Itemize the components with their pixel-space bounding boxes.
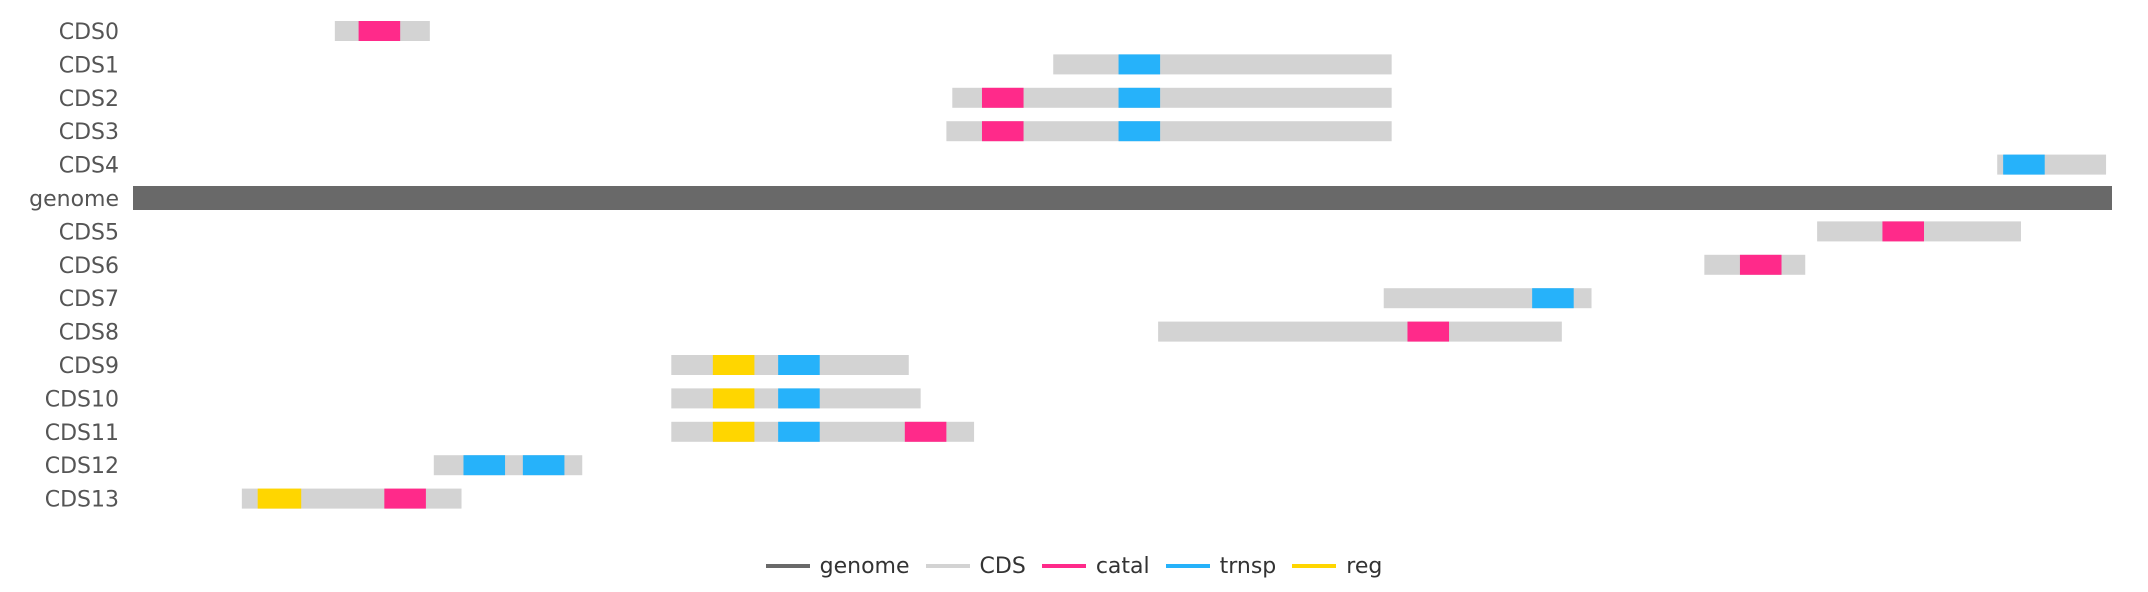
catal-domain: [904, 421, 947, 442]
cds-bar: [952, 87, 1392, 108]
row-label: CDS3: [59, 120, 119, 145]
legend-label: CDS: [979, 553, 1026, 579]
row-label: CDS7: [59, 287, 119, 312]
row-label: CDS10: [45, 387, 119, 412]
legend-item-reg: reg: [1292, 554, 1382, 579]
legend-swatch: [1292, 564, 1337, 568]
track-plot: CDS0 CDS1 CDS2 CDS3 CDS4 genome CDS5 CDS6 CDS7 CD…: [29, 20, 2112, 513]
trnsp-domain: [463, 455, 506, 476]
legend-item-catal: catal: [1041, 553, 1150, 579]
catal-domain: [384, 488, 426, 509]
legend-label: catal: [1095, 553, 1150, 579]
row-label: genome: [29, 187, 119, 212]
reg-domain: [712, 421, 755, 442]
row-label: CDS5: [59, 220, 119, 245]
trnsp-domain: [1118, 121, 1161, 142]
row-label: CDS0: [59, 20, 119, 45]
legend-item-trnsp: trnsp: [1165, 553, 1277, 579]
trnsp-domain: [1532, 288, 1574, 309]
legend-label: genome: [819, 553, 910, 579]
row-label: CDS6: [59, 254, 119, 279]
row-label: CDS1: [59, 53, 119, 78]
catal-domain: [981, 87, 1024, 108]
cds-bar: [1053, 54, 1392, 75]
row-label: CDS11: [45, 421, 119, 446]
trnsp-domain: [522, 455, 565, 476]
legend-label: reg: [1346, 553, 1383, 579]
catal-domain: [1882, 221, 1924, 242]
row-label: CDS8: [59, 321, 119, 346]
catal-domain: [981, 121, 1024, 142]
row-label: CDS13: [45, 488, 119, 513]
legend-label: trnsp: [1219, 553, 1277, 579]
row-label: CDS4: [59, 154, 119, 179]
catal-domain: [1739, 254, 1782, 275]
trnsp-domain: [778, 421, 820, 442]
legend-item-genome: genome: [765, 553, 910, 579]
cds-bar: [1158, 321, 1562, 342]
reg-domain: [712, 388, 755, 409]
legend-swatch: [765, 564, 810, 568]
catal-domain: [1407, 321, 1450, 342]
trnsp-domain: [778, 355, 820, 375]
row-label: CDS12: [45, 454, 119, 479]
cds-bar: [946, 121, 1392, 142]
legend: genome CDS catal trnsp reg: [0, 548, 2148, 584]
trnsp-domain: [1118, 87, 1161, 108]
reg-domain: [712, 355, 755, 375]
row-label: CDS2: [59, 87, 119, 112]
genome-bar: [133, 186, 2112, 210]
trnsp-domain: [1118, 54, 1161, 75]
reg-domain: [257, 488, 302, 509]
legend-item-CDS: CDS: [925, 553, 1026, 579]
row-label: CDS9: [59, 354, 119, 379]
trnsp-domain: [2003, 154, 2045, 175]
catal-domain: [358, 21, 401, 41]
trnsp-domain: [778, 388, 820, 409]
legend-swatch: [1041, 564, 1086, 568]
legend-swatch: [1165, 564, 1210, 568]
legend-swatch: [925, 564, 970, 568]
